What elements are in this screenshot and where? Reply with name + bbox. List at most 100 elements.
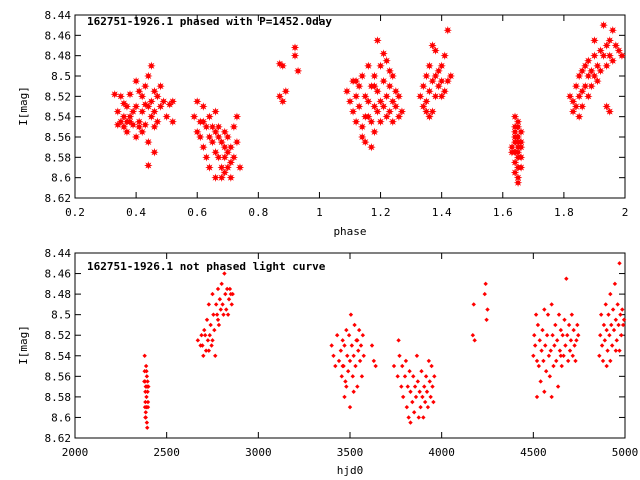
data-point [379, 49, 388, 58]
data-point [571, 81, 581, 91]
y-tick-label: 8.58 [45, 151, 72, 164]
data-point [605, 107, 614, 116]
data-point [600, 358, 606, 364]
data-point [537, 338, 542, 343]
data-point [150, 148, 159, 157]
data-point [394, 112, 404, 121]
data-point [373, 363, 378, 369]
data-point [208, 322, 213, 328]
data-point [584, 92, 593, 101]
data-point [572, 343, 577, 348]
data-point [141, 120, 150, 129]
data-point [216, 322, 222, 328]
data-point [420, 394, 425, 400]
data-point [608, 358, 613, 364]
data-point [414, 353, 420, 358]
chart-title: 162751-1926.1 phased with P=1452.0day [87, 15, 332, 28]
data-point [336, 358, 342, 364]
data-point [202, 153, 211, 162]
data-point [347, 358, 353, 364]
data-point [113, 107, 122, 116]
data-point [210, 338, 215, 343]
data-point [533, 312, 539, 317]
data-point [227, 286, 233, 292]
data-point [541, 358, 546, 364]
data-point [214, 132, 223, 142]
data-point [224, 307, 229, 312]
data-point [615, 302, 620, 307]
data-point [193, 97, 202, 106]
data-point [417, 389, 422, 394]
data-point [131, 76, 141, 86]
y-tick-label: 8.44 [45, 9, 72, 22]
data-point [543, 368, 549, 374]
data-point [605, 36, 614, 45]
data-point [561, 353, 566, 358]
data-point [122, 127, 132, 137]
data-point [617, 348, 622, 353]
data-point [510, 158, 520, 167]
data-point [590, 36, 599, 45]
data-point [116, 92, 126, 101]
data-point [431, 399, 436, 405]
data-point [223, 132, 232, 142]
data-point [510, 122, 520, 132]
data-point [605, 348, 610, 353]
data-point [483, 281, 488, 287]
data-point [576, 333, 581, 338]
data-point [425, 61, 434, 71]
data-point [535, 322, 541, 328]
data-point [593, 76, 602, 86]
data-point [232, 112, 242, 121]
data-point [408, 389, 413, 394]
data-point [471, 302, 476, 307]
data-point [546, 353, 552, 358]
data-point [358, 122, 367, 132]
data-point [218, 307, 223, 312]
data-point [131, 102, 141, 111]
data-point [598, 312, 604, 317]
data-point [195, 338, 201, 343]
data-point [607, 333, 612, 338]
data-point [412, 384, 418, 389]
data-point [205, 163, 214, 172]
data-point [416, 415, 421, 420]
data-point [596, 66, 605, 76]
data-point [223, 291, 228, 297]
y-tick-label: 8.46 [45, 29, 72, 42]
data-point [202, 122, 211, 132]
data-point [125, 90, 135, 99]
data-point [485, 307, 490, 312]
data-point [617, 261, 622, 266]
data-point [574, 71, 584, 81]
data-point [395, 374, 400, 379]
data-point [359, 374, 365, 379]
data-point [547, 374, 553, 379]
data-point [422, 107, 431, 116]
data-point [611, 41, 621, 50]
data-point [382, 92, 391, 101]
data-point [578, 87, 587, 96]
plot-frame [74, 14, 626, 199]
data-point [144, 420, 150, 425]
data-point [539, 348, 544, 353]
data-point [189, 112, 199, 121]
data-point [437, 76, 446, 86]
data-point [385, 107, 394, 116]
y-tick-label: 8.54 [45, 111, 72, 124]
data-point [620, 322, 626, 328]
data-point [211, 127, 220, 137]
data-point [567, 348, 573, 353]
data-point [605, 51, 614, 60]
data-point [348, 107, 358, 116]
data-point [419, 81, 428, 91]
data-point [144, 394, 149, 400]
data-point [213, 302, 219, 307]
data-point [342, 87, 352, 96]
data-point [343, 379, 348, 384]
data-point [510, 112, 520, 121]
data-point [209, 343, 214, 348]
data-point [385, 81, 394, 91]
y-tick-label: 8.46 [45, 268, 72, 281]
data-point [199, 142, 208, 152]
